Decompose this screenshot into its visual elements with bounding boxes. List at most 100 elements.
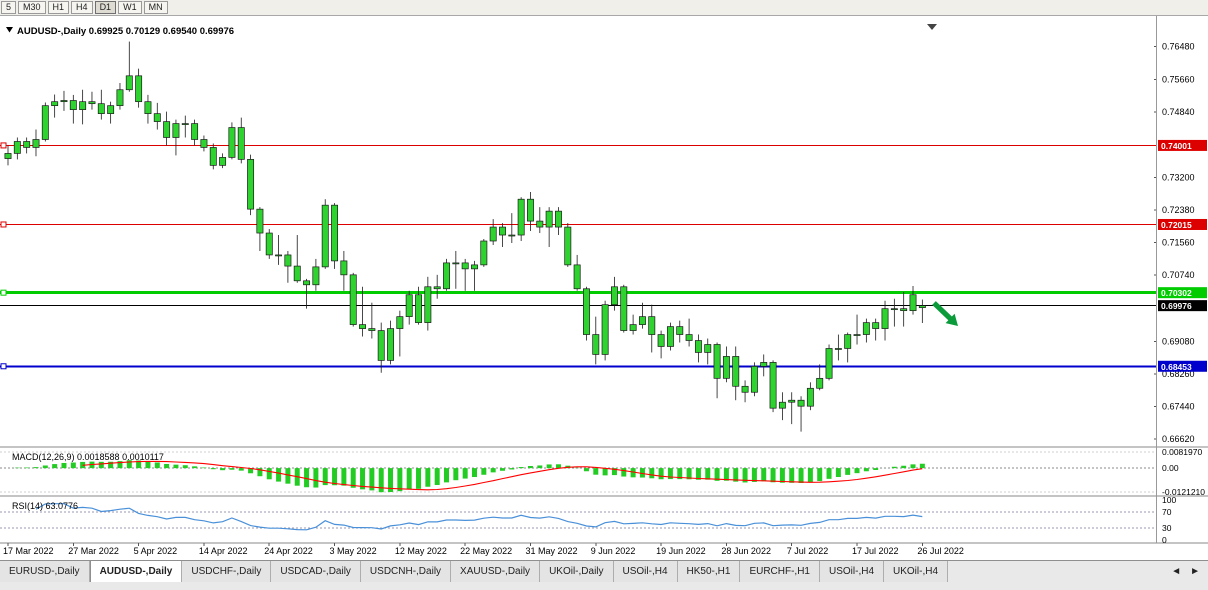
- rsi-axis-label: 30: [1162, 523, 1172, 533]
- candle-body: [555, 210, 562, 228]
- candle-body: [881, 308, 889, 329]
- date-axis-label: 17 Mar 2022: [3, 546, 54, 556]
- candle-body: [275, 254, 283, 257]
- chart-tab-xauusd-daily[interactable]: XAUUSD-,Daily: [451, 561, 541, 582]
- price-axis-label: 0.72380: [1162, 205, 1195, 215]
- price-tag: [1158, 287, 1207, 299]
- chart-tab-audusd-daily[interactable]: AUDUSD-,Daily: [89, 561, 183, 582]
- rsi-line: [35, 503, 923, 531]
- chart-tab-usdcad-daily[interactable]: USDCAD-,Daily: [271, 561, 361, 582]
- price-tag: [1158, 218, 1207, 230]
- chart-tab-eurchf-h1[interactable]: EURCHF-,H1: [740, 561, 820, 582]
- candle-body: [844, 334, 852, 349]
- chart-window[interactable]: 0.76480 0.75660 0.74840 0.73200 0.72380 0.715…: [0, 16, 1208, 560]
- timeframe-button-h1[interactable]: H1: [47, 1, 70, 14]
- price-axis-label: 0.67440: [1162, 402, 1195, 412]
- window-bottom-strip: [0, 582, 1208, 590]
- chart-tab-usdcnh-daily[interactable]: USDCNH-,Daily: [360, 561, 452, 582]
- timeframe-button-mn[interactable]: MN: [143, 1, 168, 14]
- chart-tabs-bar: EURUSD-,Daily AUDUSD-,Daily USDCHF-,Daily U…: [0, 560, 1208, 582]
- candle-body: [107, 105, 115, 114]
- date-axis-label: 12 May 2022: [395, 546, 447, 556]
- date-axis-label: 26 Jul 2022: [917, 546, 964, 556]
- candle-body: [862, 322, 870, 335]
- date-axis-label: 24 Apr 2022: [264, 546, 313, 556]
- price-tag-label: 0.72015: [1161, 220, 1192, 230]
- candle-body: [237, 127, 245, 160]
- price-axis-label: 0.70740: [1162, 270, 1195, 280]
- candle-body: [769, 362, 777, 409]
- candle-body: [79, 101, 87, 110]
- candle-body: [321, 204, 329, 268]
- candle-body: [573, 264, 581, 290]
- rsi-axis-label: 0: [1162, 535, 1167, 545]
- candle-body: [125, 75, 133, 91]
- hline-handle[interactable]: [0, 289, 7, 296]
- candle-body: [144, 101, 152, 114]
- macd-axis-label: 0.00: [1162, 463, 1179, 473]
- candle-body: [853, 334, 861, 336]
- down-trend-arrow-icon[interactable]: [932, 301, 958, 326]
- candle-body: [788, 399, 796, 403]
- chart-tab-ukoil-h4[interactable]: UKOil-,H4: [884, 561, 949, 582]
- candle-body: [471, 264, 478, 270]
- chart-tab-usoil-h4[interactable]: USOil-,H4: [613, 561, 678, 582]
- tabs-scroll-right-button[interactable]: ►: [1190, 566, 1200, 577]
- candle-body: [191, 123, 199, 140]
- timeframe-button-w1[interactable]: W1: [118, 1, 142, 14]
- candle-body: [741, 385, 749, 393]
- timeframe-toolbar: 5 M30 H1 H4 D1 W1 MN: [0, 0, 1208, 16]
- candle-body: [610, 286, 618, 306]
- candle-body: [666, 326, 674, 347]
- candle-body: [424, 286, 432, 323]
- price-axis-label: 0.71560: [1162, 238, 1195, 248]
- candle-body: [163, 121, 171, 138]
- candle-body: [564, 226, 572, 266]
- price-tag: [1158, 300, 1207, 312]
- candle-body: [247, 159, 255, 210]
- candle-body: [648, 316, 656, 335]
- chart-tab-usoil-h4[interactable]: USOil-,H4: [820, 561, 885, 582]
- chart-tab-usdchf-daily[interactable]: USDCHF-,Daily: [182, 561, 272, 582]
- candle-body: [918, 305, 926, 309]
- timeframe-button-h4[interactable]: H4: [71, 1, 93, 14]
- candle-body: [452, 262, 460, 265]
- candle-body: [732, 356, 740, 387]
- date-axis-label: 7 Jul 2022: [787, 546, 829, 556]
- date-axis-label: 31 May 2022: [525, 546, 577, 556]
- candle-body: [349, 274, 357, 325]
- chart-tab-ukoil-daily[interactable]: UKOil-,Daily: [540, 561, 614, 582]
- candle-body: [97, 103, 105, 114]
- timeframe-button-5[interactable]: 5: [1, 1, 17, 14]
- candle-body: [32, 139, 40, 148]
- hline-handle[interactable]: [0, 221, 7, 228]
- date-axis-label: 22 May 2022: [460, 546, 512, 556]
- candle-body: [116, 89, 124, 107]
- tabs-scroll-left-button[interactable]: ◄: [1171, 566, 1182, 577]
- timeframe-button-d1[interactable]: D1: [94, 1, 117, 14]
- hline-handle[interactable]: [0, 363, 7, 370]
- candle-body: [760, 362, 768, 367]
- chart-canvas[interactable]: 0.76480 0.75660 0.74840 0.73200 0.72380 0.715…: [0, 16, 1208, 560]
- candle-body: [517, 198, 525, 236]
- price-tag-label: 0.69976: [1161, 301, 1192, 311]
- candle-body: [331, 204, 339, 262]
- candle-body: [41, 105, 49, 140]
- candle-body: [200, 139, 208, 148]
- candle-body: [592, 334, 600, 355]
- candle-body: [228, 127, 236, 158]
- timeframe-button-m30[interactable]: M30: [18, 1, 46, 14]
- candle-body: [657, 334, 665, 347]
- chart-tab-eurusd-daily[interactable]: EURUSD-,Daily: [0, 561, 90, 582]
- price-tag-label: 0.70302: [1161, 288, 1192, 298]
- price-tag: [1158, 360, 1207, 372]
- hline-handle[interactable]: [0, 142, 7, 149]
- date-axis-label: 3 May 2022: [330, 546, 377, 556]
- candle-body: [704, 344, 712, 353]
- date-axis-label: 28 Jun 2022: [721, 546, 771, 556]
- candle-body: [153, 113, 161, 122]
- candle-body: [638, 316, 646, 325]
- candle-body: [405, 294, 413, 317]
- chart-tab-hk50-h1[interactable]: HK50-,H1: [677, 561, 741, 582]
- candle-body: [433, 286, 441, 290]
